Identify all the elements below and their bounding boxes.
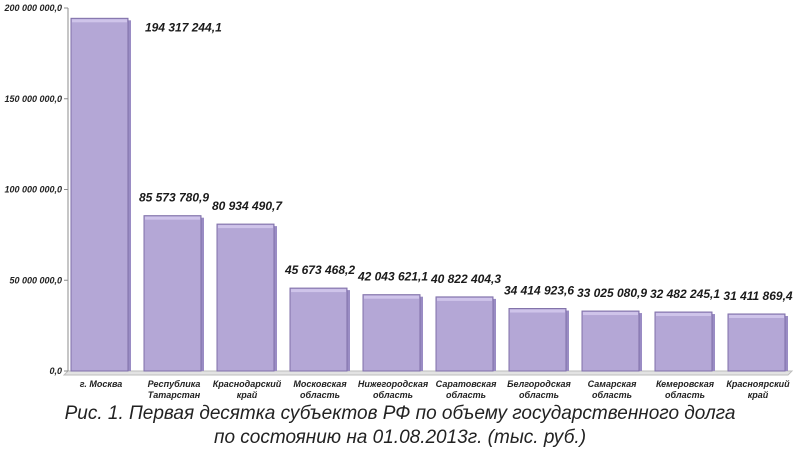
figure-caption-line-1: Рис. 1. Первая десятка субъектов РФ по о… [64,403,736,424]
bar-top-highlight [729,314,784,318]
data-label: 34 414 923,6 [504,284,574,298]
bar-group [727,313,788,372]
data-labels-group: 194 317 244,1 85 573 780,980 934 490,7 45 … [139,20,793,303]
bar-top-highlight [145,216,200,220]
bar [654,311,713,372]
bar [289,287,348,372]
bar-side [711,314,715,371]
data-label: 33 025 080,9 [577,286,647,300]
data-label: 45 673 468,2 [284,263,355,277]
bar-top-highlight [510,309,565,313]
bar-side [200,217,204,371]
bar-side [127,20,131,371]
bar [362,294,421,372]
bars-group [70,17,788,372]
bar-group [435,296,496,372]
bar-top-highlight [583,312,638,316]
x-tick-label: Самарская область [588,379,638,400]
x-tick-label: г. Москва [80,379,123,389]
data-label: 80 934 490,7 [212,199,283,213]
data-label: 32 482 245,1 [650,287,720,301]
y-tick-label: 200 000 000,0 [3,3,62,13]
y-tick-label: 150 000 000,0 [4,94,62,104]
bar [508,308,567,372]
y-tick-label: 50 000 000,0 [9,275,62,285]
bar-side [273,226,277,371]
bar [435,296,494,372]
x-tick-label: Краснодарский край [213,379,282,400]
y-axis: 0,0 50 000 000,0 100 000 000,0 150 000 000,… [3,3,69,376]
floor-plane [62,370,794,376]
x-tick-label: Саратовская область [436,379,498,400]
bar [581,310,640,372]
bar-side [638,313,642,371]
x-tick-label: Белгородская область [507,379,571,400]
bar [727,313,786,372]
data-label: 40 822 404,3 [430,272,501,286]
x-tick-label: Нижегородская область [358,379,429,400]
chart-floor [62,370,794,376]
bar-side [565,310,569,371]
bar-side [784,315,788,371]
x-tick-label: Кемеровская область [656,379,715,400]
bar-group [581,310,642,372]
y-tick-label: 0,0 [49,366,62,376]
bar-group [654,311,715,372]
bar-top-highlight [291,289,346,293]
bar-side [419,296,423,371]
bar-top-highlight [364,295,419,299]
bar-group [216,223,277,372]
bar [143,215,202,372]
bar-top-highlight [656,313,711,317]
x-tick-label: Республика Татарстан [148,379,201,400]
bar-top-highlight [437,297,492,301]
bar-group [289,287,350,372]
bar-group [143,215,204,372]
bar-side [346,290,350,371]
bar-top-highlight [72,19,127,23]
data-label: 42 043 621,1 [357,270,428,284]
data-label: 194 317 244,1 [145,20,222,34]
bar-side [492,298,496,371]
y-tick-label: 100 000 000,0 [4,185,62,195]
bar-top-highlight [218,225,273,229]
bar [70,17,129,372]
x-axis-labels: г. Москва Республика Татарстан Краснодарски… [80,379,790,400]
data-label: 31 411 869,4 [723,289,793,303]
figure-caption-line-2: по состоянию на 01.08.2013г. (тыс. руб.) [213,427,587,448]
bar-group [70,17,131,372]
bar-group [362,294,423,372]
x-tick-label: Московская область [293,379,347,400]
bar-group [508,308,569,372]
x-tick-label: Красноярский край [726,379,790,400]
data-label: 85 573 780,9 [139,191,209,205]
bar [216,223,275,372]
